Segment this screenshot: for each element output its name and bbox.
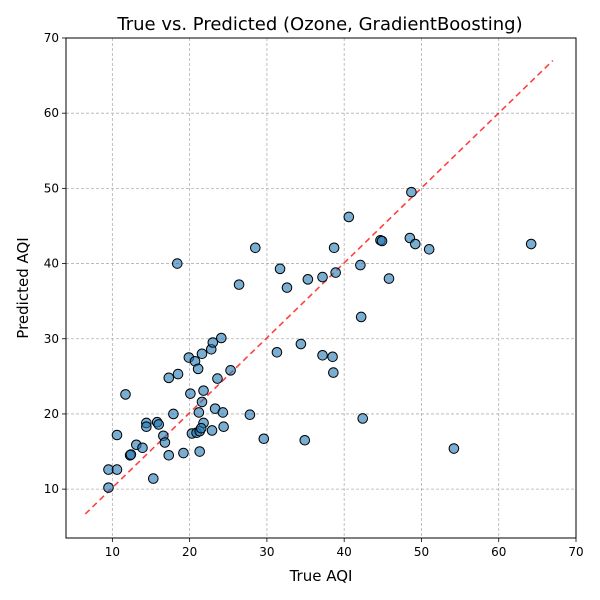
data-point	[299, 434, 311, 446]
data-point	[103, 482, 114, 493]
x-tick-label: 40	[337, 545, 352, 559]
data-point	[171, 258, 183, 269]
data-point	[193, 407, 205, 418]
data-point	[258, 433, 270, 445]
data-point	[250, 242, 261, 254]
data-point	[120, 389, 131, 400]
data-point	[218, 421, 229, 433]
data-point	[198, 385, 209, 396]
y-tick-label: 50	[44, 181, 59, 195]
identity-reference-line	[84, 59, 554, 515]
data-point	[302, 274, 314, 285]
data-point	[525, 238, 537, 250]
data-point	[172, 368, 184, 380]
data-point	[225, 365, 236, 376]
x-tick-label: 30	[259, 545, 274, 559]
x-tick-label: 10	[105, 545, 120, 559]
data-point	[125, 449, 137, 460]
x-tick-label: 50	[414, 545, 429, 559]
y-tick-label: 20	[44, 407, 59, 421]
data-point	[317, 271, 328, 283]
data-point	[148, 473, 159, 484]
data-point	[195, 422, 207, 434]
x-tick-label: 60	[491, 545, 506, 559]
y-tick-label: 60	[44, 106, 59, 120]
data-point	[244, 409, 256, 420]
data-point	[383, 273, 395, 284]
x-tick-label: 20	[182, 545, 197, 559]
data-point	[194, 446, 205, 457]
data-point	[163, 372, 175, 384]
data-point	[233, 279, 245, 290]
data-point	[212, 373, 223, 384]
data-point	[271, 346, 283, 358]
data-point	[163, 449, 175, 461]
grid-lines	[66, 37, 577, 538]
y-tick-label: 40	[44, 257, 59, 271]
data-point	[281, 282, 293, 293]
data-point	[317, 349, 328, 361]
data-point	[328, 367, 339, 378]
data-point	[295, 338, 307, 350]
x-tick-label: 70	[568, 545, 583, 559]
data-point	[192, 363, 204, 375]
chart-title: True vs. Predicted (Ozone, GradientBoost…	[116, 14, 522, 35]
y-tick-label: 30	[44, 332, 59, 346]
data-point	[327, 351, 338, 363]
data-point	[196, 396, 208, 408]
plot-frame	[65, 37, 577, 539]
data-point	[217, 407, 229, 418]
data-point	[137, 442, 148, 454]
data-point	[216, 332, 227, 344]
data-point	[206, 425, 218, 436]
data-point	[448, 443, 460, 454]
data-point	[343, 211, 355, 223]
data-point	[409, 238, 421, 250]
data-point	[330, 267, 341, 278]
data-point	[423, 243, 435, 255]
data-point	[178, 447, 189, 459]
data-point	[111, 429, 123, 441]
y-axis-title: Predicted AQI	[14, 237, 32, 338]
data-points	[103, 186, 537, 493]
data-point	[328, 242, 340, 254]
data-point	[376, 235, 388, 247]
data-point	[168, 408, 179, 420]
data-point	[357, 413, 369, 424]
axis-ticks: 10 20 30 40 50 60 70 10 20 30 40 50 60 70	[44, 31, 584, 559]
data-point	[406, 186, 417, 198]
data-point	[355, 311, 367, 323]
data-point	[207, 337, 219, 348]
data-point	[141, 421, 152, 433]
data-point	[159, 437, 171, 448]
data-point	[153, 419, 165, 430]
data-point	[196, 348, 208, 360]
data-point	[355, 259, 366, 271]
x-axis-title: True AQI	[289, 567, 353, 585]
reference-line-layer	[84, 59, 554, 515]
data-point	[111, 464, 123, 475]
y-tick-label: 10	[44, 482, 59, 496]
data-point	[185, 388, 196, 399]
y-tick-label: 70	[44, 31, 59, 45]
data-point	[274, 263, 286, 275]
